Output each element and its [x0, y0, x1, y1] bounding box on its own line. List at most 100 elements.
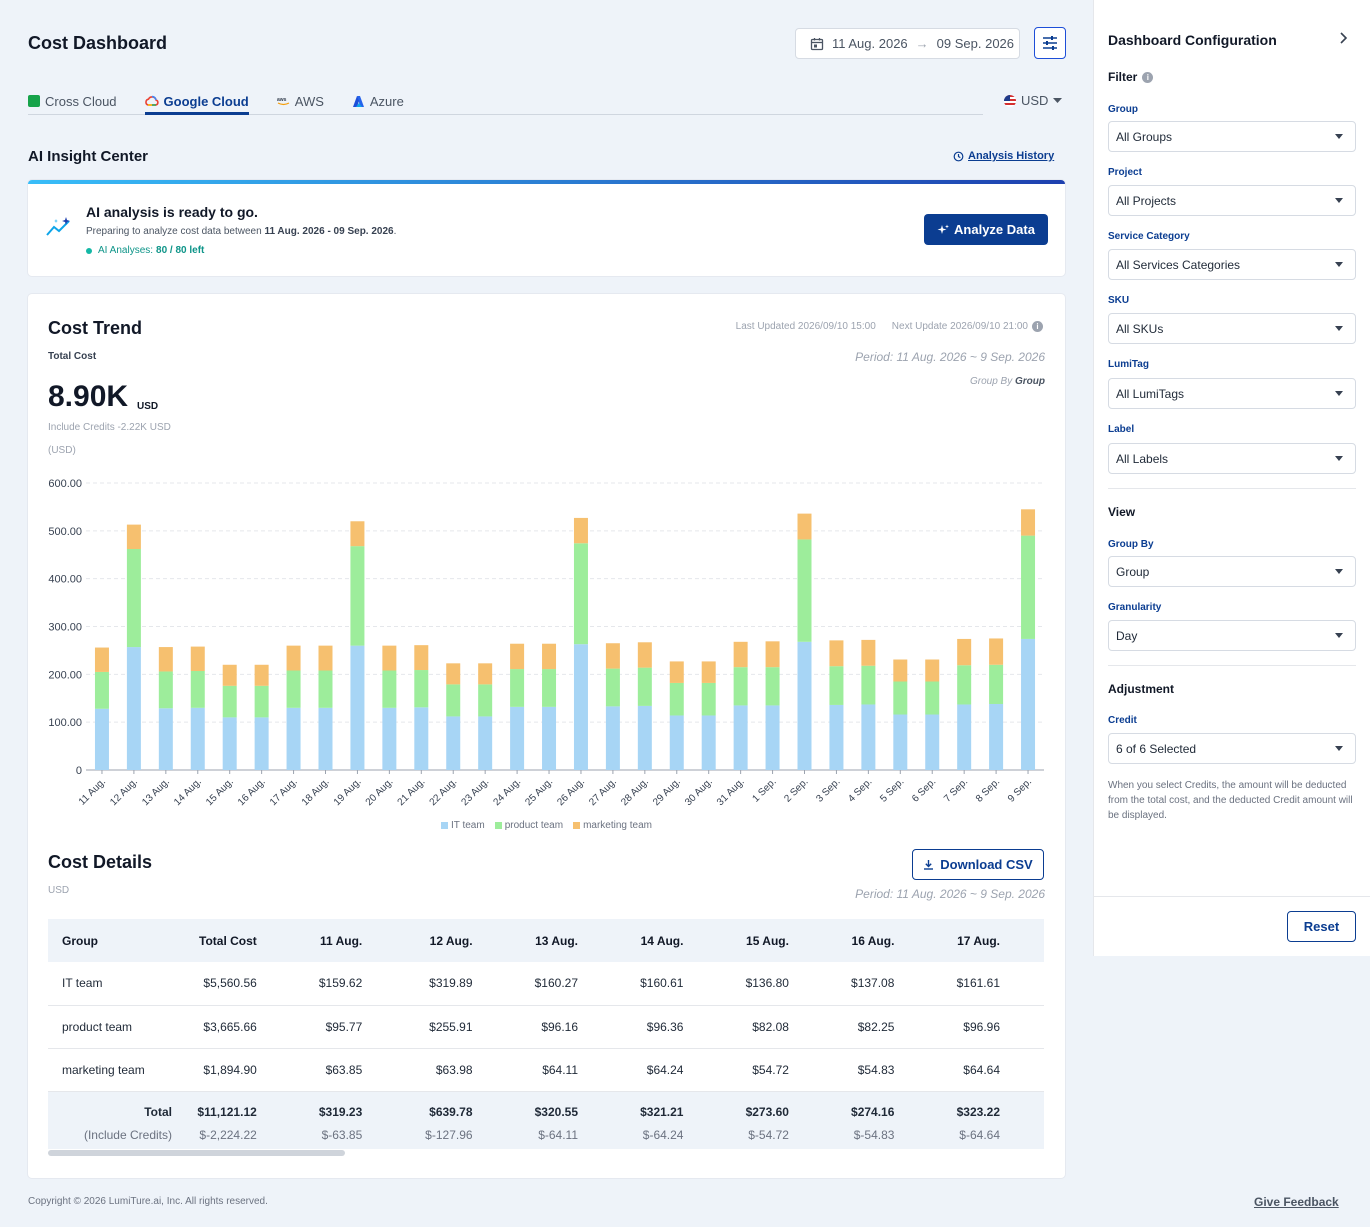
- cloud-tabs: Cross Cloud Google Cloud aws AWS Azure: [28, 90, 983, 115]
- x-tick-label: 12 Aug.: [108, 776, 140, 808]
- bar-segment-product-team: [989, 664, 1004, 704]
- bar-segment-it-team: [446, 716, 461, 770]
- tab-azure[interactable]: Azure: [352, 90, 404, 114]
- caret-down-icon: [1335, 456, 1343, 461]
- bar-segment-marketing-team: [925, 659, 940, 682]
- table-cell: $96.16: [516, 1005, 623, 1049]
- bar-segment-it-team: [605, 706, 620, 770]
- table-credits-row: (Include Credits) $-2,224.22 $-63.85 $-127.…: [48, 1121, 1044, 1149]
- trend-group-by: Group By Group: [970, 376, 1045, 387]
- bar-segment-marketing-team: [478, 663, 493, 685]
- bar-segment-marketing-team: [414, 645, 429, 671]
- tab-cross-cloud[interactable]: Cross Cloud: [28, 90, 117, 114]
- legend-label: product team: [504, 820, 564, 831]
- column-header-group: Group: [48, 919, 176, 962]
- bar-segment-marketing-team: [605, 643, 620, 669]
- legend-item-marketing-team[interactable]: marketing team: [573, 820, 652, 831]
- credit-select[interactable]: 6 of 6 Selected: [1108, 733, 1356, 764]
- x-tick-label: 30 Aug.: [683, 776, 715, 808]
- bar-segment-product-team: [414, 670, 429, 708]
- bar-segment-product-team: [542, 669, 557, 707]
- x-tick-label: 2 Sep.: [782, 776, 810, 804]
- x-tick-label: 9 Sep.: [1006, 776, 1034, 804]
- analyze-data-button[interactable]: Analyze Data: [924, 214, 1048, 245]
- copyright: Copyright © 2026 LumiTure.ai, Inc. All r…: [28, 1196, 268, 1207]
- bar-segment-it-team: [893, 714, 908, 770]
- caret-down-icon: [1335, 569, 1343, 574]
- bar-segment-marketing-team: [286, 645, 301, 671]
- tab-google-cloud[interactable]: Google Cloud: [144, 90, 249, 115]
- download-csv-button[interactable]: Download CSV: [912, 849, 1044, 880]
- divider: [1094, 896, 1370, 897]
- bar-segment-product-team: [1021, 535, 1036, 639]
- tab-label: Azure: [369, 93, 404, 109]
- analysis-history-link[interactable]: Analysis History: [953, 150, 1054, 162]
- bar-segment-marketing-team: [573, 517, 588, 544]
- group-select[interactable]: All Groups: [1108, 121, 1356, 152]
- reset-button[interactable]: Reset: [1287, 911, 1356, 942]
- x-tick-label: 11 Aug.: [77, 776, 108, 807]
- x-tick-label: 31 Aug.: [715, 776, 747, 808]
- bar-segment-it-team: [637, 705, 652, 770]
- tab-label: Cross Cloud: [45, 93, 117, 109]
- table-cell: $-64.64: [938, 1121, 1044, 1149]
- table-cell: Total: [48, 1091, 176, 1121]
- date-range-picker[interactable]: 11 Aug. 2026 → 09 Sep. 2026: [795, 28, 1020, 59]
- table-horizontal-scrollbar[interactable]: [48, 1150, 345, 1156]
- lumitag-select[interactable]: All LumiTags: [1108, 378, 1356, 409]
- column-header: 16 Aug.: [832, 919, 939, 962]
- trend-period: Period: 11 Aug. 2026 ~ 9 Sep. 2026: [855, 350, 1045, 364]
- granularity-select[interactable]: Day: [1108, 620, 1356, 651]
- bar-segment-marketing-team: [318, 645, 333, 671]
- group-by-select[interactable]: Group: [1108, 556, 1356, 587]
- table-cell: $160.27: [516, 962, 623, 1006]
- bar-segment-it-team: [318, 707, 333, 770]
- give-feedback-link[interactable]: Give Feedback: [1254, 1195, 1339, 1209]
- ai-card-accent-bar: [28, 180, 1065, 184]
- bar-segment-product-team: [190, 670, 205, 708]
- x-tick-label: 17 Aug.: [268, 776, 300, 808]
- service-category-select[interactable]: All Services Categories: [1108, 249, 1356, 280]
- total-cost-value: 8.90K: [48, 380, 129, 413]
- table-cell: $319.89: [406, 962, 517, 1006]
- info-icon[interactable]: i: [1032, 321, 1043, 332]
- select-value: All Projects: [1116, 193, 1177, 208]
- service-category-label: Service Category: [1108, 231, 1190, 242]
- cost-trend-chart: 0 100.00 200.00 300.00 400.00 500.00 600.00 11 …: [48, 478, 1044, 808]
- tab-aws[interactable]: aws AWS: [277, 90, 324, 114]
- bar-segment-it-team: [190, 707, 205, 770]
- table-cell: $323.22: [938, 1091, 1044, 1121]
- label-select[interactable]: All Labels: [1108, 443, 1356, 474]
- table-cell: $5,560.56: [175, 962, 301, 1006]
- project-label: Project: [1108, 167, 1142, 178]
- project-select[interactable]: All Projects: [1108, 185, 1356, 216]
- bar-segment-product-team: [733, 667, 748, 706]
- y-tick-label: 600.00: [48, 478, 82, 490]
- bar-segment-product-team: [126, 549, 141, 648]
- legend-item-product-team[interactable]: product team: [494, 820, 564, 831]
- granularity-label: Granularity: [1108, 602, 1162, 613]
- table-cell: $-127.96: [406, 1121, 517, 1149]
- sparkle-icon: [937, 224, 950, 234]
- column-header: 15 Aug.: [727, 919, 833, 962]
- x-tick-label: 28 Aug.: [619, 776, 651, 808]
- x-tick-label: 16 Aug.: [236, 776, 268, 808]
- x-tick-label: 19 Aug.: [332, 776, 364, 808]
- group-by-prefix: Group By: [969, 376, 1013, 387]
- table-cell: $-64.11: [516, 1121, 623, 1149]
- table-cell: $-63.85: [300, 1121, 407, 1149]
- table-cell: $64.24: [622, 1048, 728, 1092]
- info-icon[interactable]: i: [1142, 71, 1154, 83]
- cost-details-title: Cost Details: [48, 852, 153, 872]
- currency-select[interactable]: USD: [1004, 93, 1063, 108]
- chevron-right-icon[interactable]: [1338, 31, 1348, 49]
- legend-item-it-team[interactable]: IT team: [440, 820, 485, 831]
- cost-trend-title: Cost Trend: [48, 318, 143, 338]
- sku-label: SKU: [1108, 295, 1130, 306]
- x-tick-label: 24 Aug.: [491, 776, 523, 808]
- x-tick-label: 4 Sep.: [846, 776, 874, 804]
- x-tick-label: 13 Aug.: [140, 776, 172, 808]
- select-value: Day: [1116, 628, 1138, 643]
- configuration-toggle-button[interactable]: [1034, 27, 1066, 59]
- sku-select[interactable]: All SKUs: [1108, 313, 1356, 344]
